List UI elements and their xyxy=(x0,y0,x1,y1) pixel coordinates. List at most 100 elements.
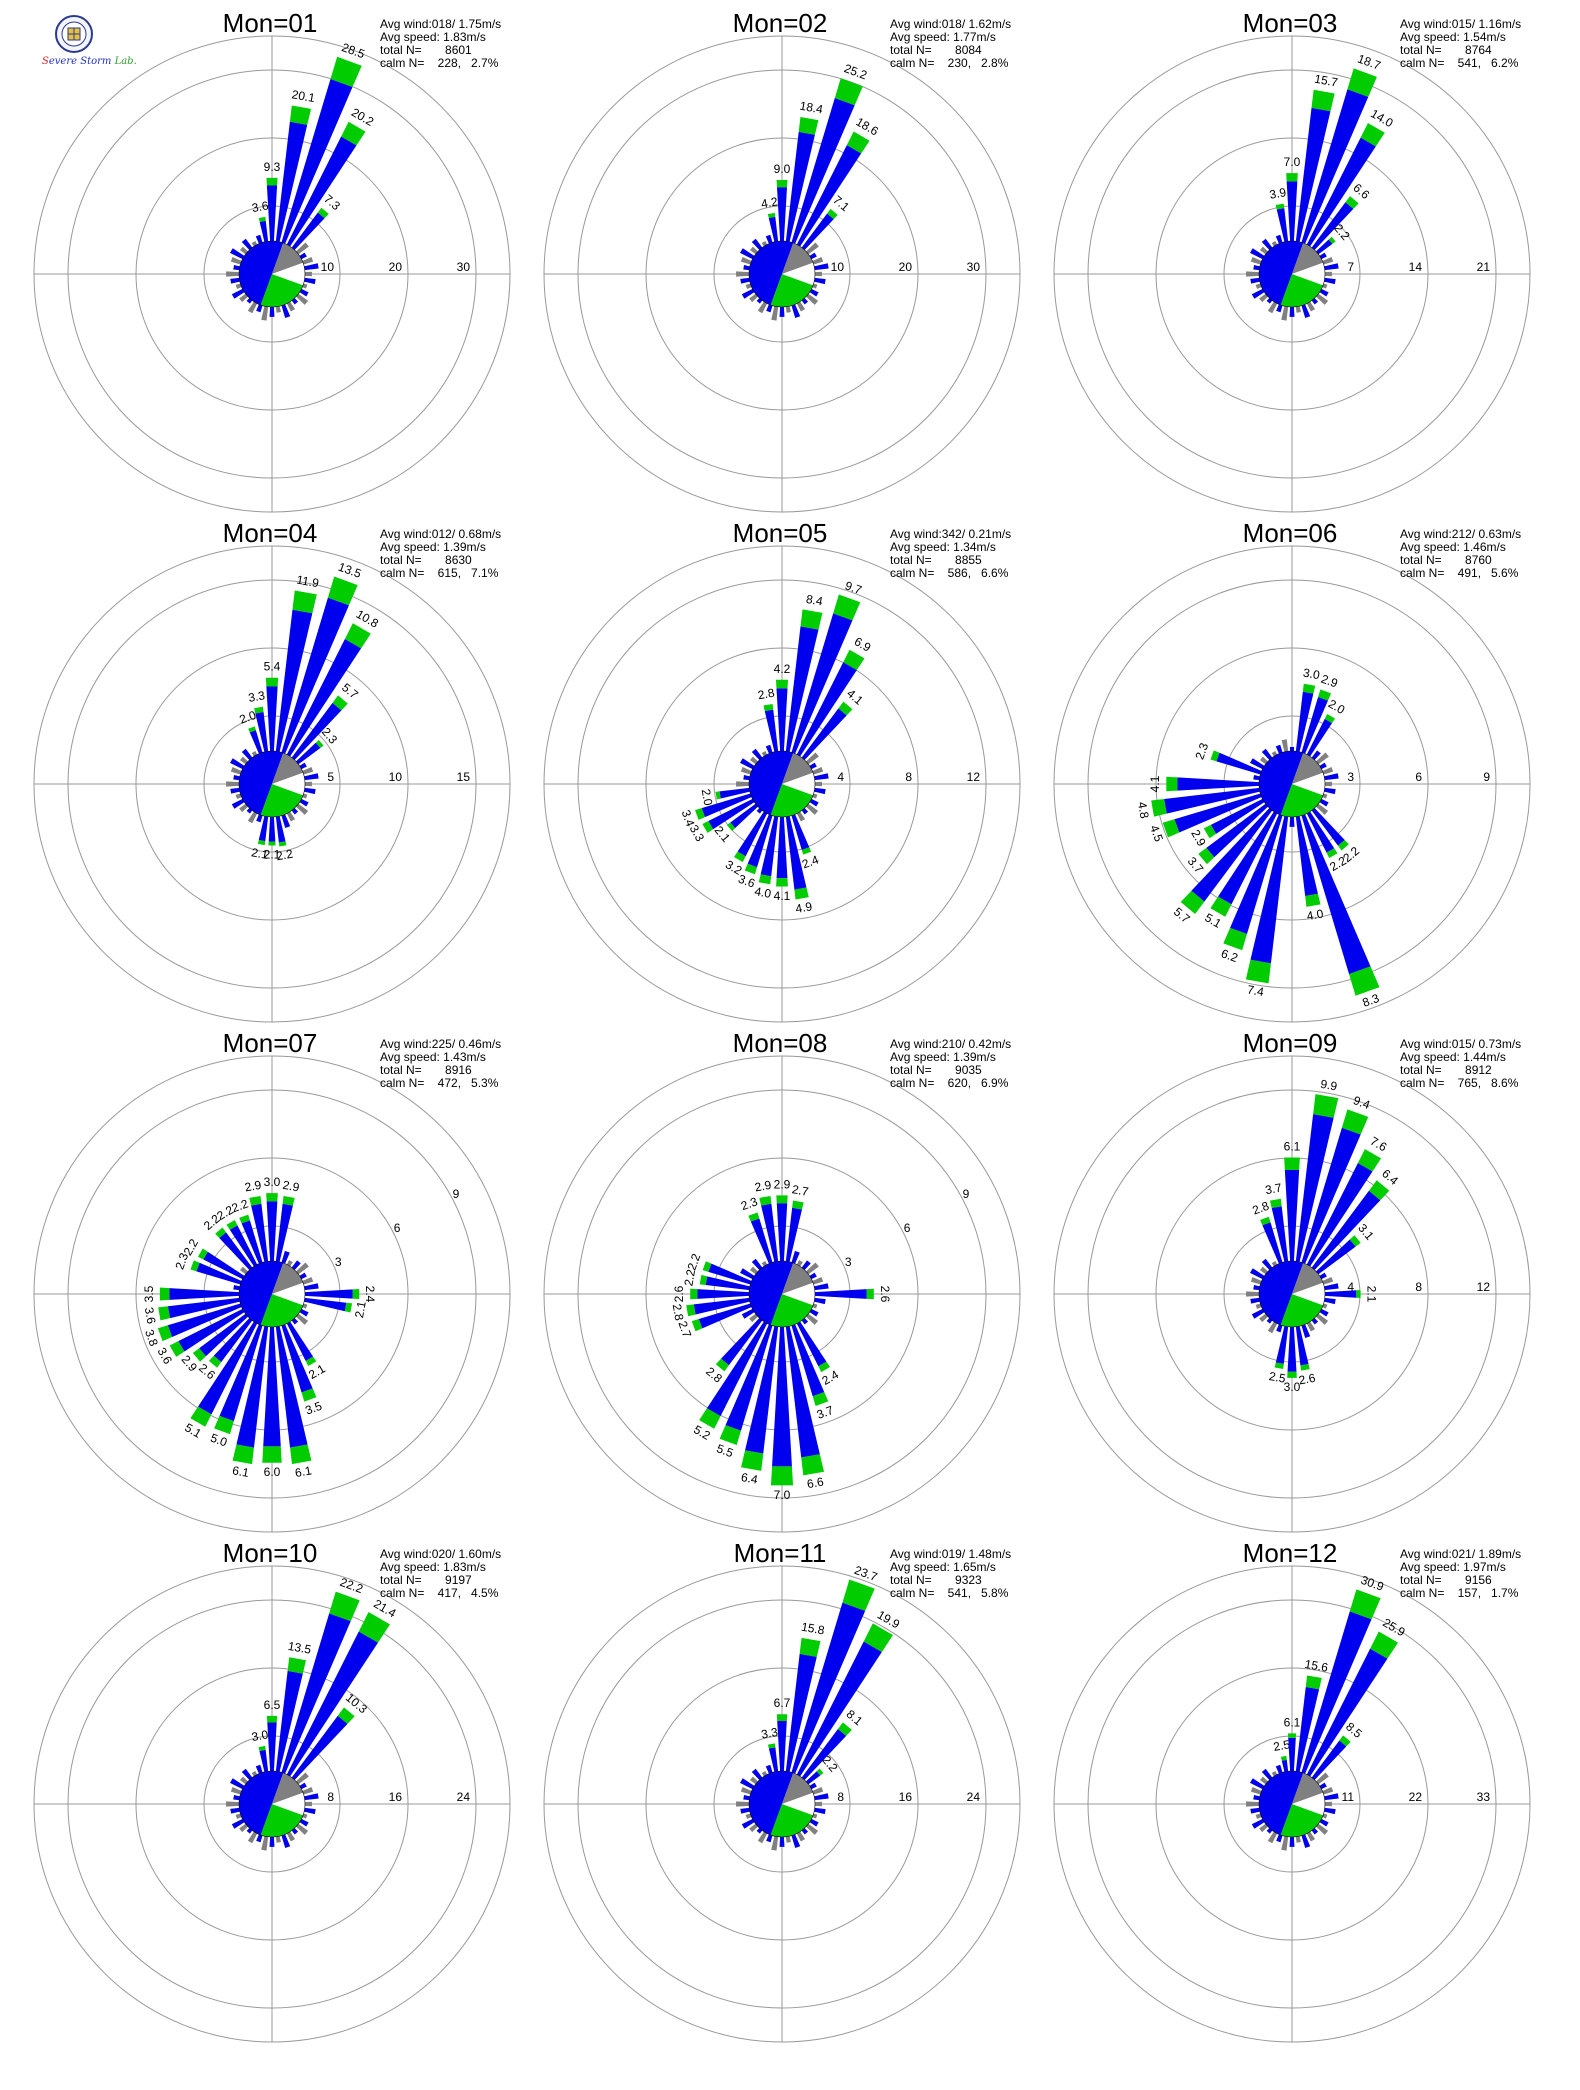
wind-bar-tip xyxy=(1313,1094,1339,1118)
calm-pie-white xyxy=(1292,1282,1325,1306)
wind-bar-minor xyxy=(291,1828,299,1835)
wind-bar-minor xyxy=(261,1836,269,1851)
bar-value-label: 3.0 xyxy=(264,1175,281,1189)
bar-value-label: 2.6 xyxy=(878,1286,892,1303)
wind-bar-minor xyxy=(256,304,263,313)
wind-bar-tip xyxy=(1280,1755,1287,1761)
bar-value-label: 6.4 xyxy=(740,1470,759,1487)
wind-bar xyxy=(705,1276,750,1291)
wind-bar-tip xyxy=(702,1261,712,1272)
wind-bar xyxy=(776,1203,788,1262)
wind-bar-minor xyxy=(809,252,817,260)
bar-value-label: 15.8 xyxy=(800,1620,826,1638)
wind-bar-minor xyxy=(239,1823,248,1833)
calm-pie-blue xyxy=(239,241,284,306)
calm-pie-white xyxy=(1292,1792,1325,1816)
stats-avg-wind: Avg wind:020/ 1.60m/s xyxy=(380,1547,502,1561)
wind-bar-minor xyxy=(740,1778,755,1790)
wind-bar-tip xyxy=(1286,173,1298,182)
wind-bar xyxy=(266,686,278,752)
panel-title: Mon=04 xyxy=(222,518,318,548)
wind-bar-minor xyxy=(269,1836,275,1847)
wind-bar-tip xyxy=(248,726,256,733)
bar-value-label: 2.2 xyxy=(681,1268,698,1287)
wind-bar-minor xyxy=(796,1260,803,1267)
calm-circle xyxy=(238,1770,306,1838)
calm-pie-green xyxy=(1280,274,1324,307)
bar-value-label: 4.2 xyxy=(774,662,791,676)
wind-bar xyxy=(1316,239,1333,255)
wind-bar xyxy=(1311,1190,1381,1270)
wind-bar xyxy=(275,1326,308,1448)
logo-text-part: evere xyxy=(48,56,78,67)
wind-bar-minor xyxy=(1276,1324,1283,1333)
wind-bar-minor xyxy=(235,1813,242,1820)
stats-total: total N= 8912 xyxy=(1400,1063,1492,1077)
wind-bar-minor xyxy=(1259,246,1268,255)
wind-bar-minor xyxy=(812,793,818,799)
stats-avg-wind: Avg wind:015/ 0.73m/s xyxy=(1400,1037,1522,1051)
stats-calm: calm N= 615, 7.1% xyxy=(380,566,499,580)
wind-bar-minor xyxy=(299,1272,307,1280)
calm-pie-green xyxy=(1280,1294,1324,1327)
lab-logo-text: Severe Storm Lab. xyxy=(42,56,137,67)
ring-label: 21 xyxy=(1477,260,1491,274)
wind-bar-minor xyxy=(1267,1321,1278,1334)
ring-label: 9 xyxy=(963,1187,970,1201)
wind-bar xyxy=(1271,1206,1289,1262)
calm-pie-green xyxy=(260,1804,304,1837)
wind-bar xyxy=(1311,1740,1347,1780)
wind-bar-minor xyxy=(239,803,248,813)
ring-label: 8 xyxy=(905,770,912,784)
wind-bar-minor xyxy=(1322,766,1334,775)
wind-rose-panel: Mon=09 4 8 12 2.8 3.7 6.1 9.9 9.4 7.6 6.4 3.1 2.1 2.6… xyxy=(1030,1028,1550,1550)
stats-total: total N= 8855 xyxy=(890,553,982,567)
wind-bar-tip xyxy=(268,841,276,846)
wind-bar-tip xyxy=(1305,1675,1322,1690)
ring-label: 6 xyxy=(904,1221,911,1235)
wind-bar-tip xyxy=(262,1446,282,1463)
bar-value-label: 2.5 xyxy=(1272,1737,1291,1754)
panel-title: Mon=05 xyxy=(732,518,828,548)
wind-bar-minor xyxy=(256,1834,263,1843)
bar-value-label: 2.7 xyxy=(675,1319,694,1340)
bar-value-label: 6.6 xyxy=(806,1474,825,1491)
wind-bar xyxy=(1230,814,1283,935)
wind-bar-minor xyxy=(1306,1321,1316,1332)
wind-rose-svg: 4 8 12 2.8 3.7 6.1 9.9 9.4 7.6 6.4 3.1 2.1 2.63.02.5 xyxy=(1053,1055,1531,1533)
wind-bar xyxy=(796,1641,882,1777)
wind-bar-tip xyxy=(341,121,366,146)
wind-bar-tip xyxy=(208,1355,222,1368)
wind-bar-minor xyxy=(806,1313,819,1325)
wind-bar-minor xyxy=(247,301,258,314)
wind-bar-tip xyxy=(278,841,287,847)
bar-value-label: 6.6 xyxy=(1350,181,1372,203)
wind-bar xyxy=(259,1749,269,1772)
wind-bar-minor xyxy=(745,1813,752,1820)
wind-bar-minor xyxy=(806,293,819,305)
bar-value-label: 3.7 xyxy=(1264,1180,1283,1197)
wind-bar-tip xyxy=(1360,123,1385,147)
wind-bar-minor xyxy=(806,803,819,815)
wind-bar xyxy=(801,213,834,250)
bar-value-label: 2.1 xyxy=(250,845,269,862)
wind-bar xyxy=(1276,208,1289,242)
wind-bar-minor xyxy=(1289,306,1295,317)
wind-bar xyxy=(1306,811,1335,853)
bar-value-label: 7.0 xyxy=(1284,155,1301,169)
wind-bar xyxy=(286,1631,379,1777)
calm-pie-white xyxy=(272,262,305,286)
wind-bar-minor xyxy=(1316,752,1329,765)
stats-avg-speed: Avg speed: 1.65m/s xyxy=(890,1560,996,1574)
wind-bar-tip xyxy=(327,576,358,606)
wind-bar-minor xyxy=(743,265,750,271)
wind-bar xyxy=(750,1218,773,1264)
wind-bar-tip xyxy=(866,1288,874,1300)
bar-value-label: 2.8 xyxy=(1250,1199,1271,1218)
wind-bar-tip xyxy=(1260,1216,1271,1226)
wind-bar-tip xyxy=(1269,1198,1282,1209)
wind-bar-minor xyxy=(1324,271,1332,277)
